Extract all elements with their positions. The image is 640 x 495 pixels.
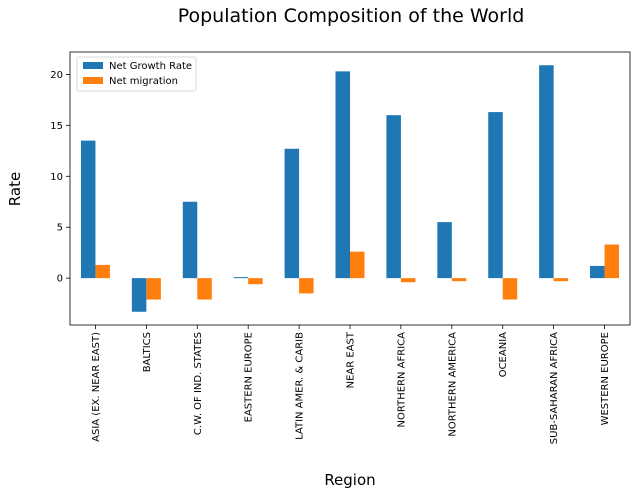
x-tick-label: LATIN AMER. & CARIB [295, 332, 306, 440]
y-axis-label: Rate [6, 172, 24, 206]
x-tick-label: ASIA (EX. NEAR EAST) [91, 332, 102, 442]
x-axis-label: Region [324, 471, 375, 489]
x-tick-label: NORTHERN AMERICA [447, 332, 458, 437]
bar-net-growth-rate-6 [386, 115, 401, 279]
bar-net-growth-rate-5 [335, 71, 350, 279]
bar-net-growth-rate-1 [131, 278, 147, 312]
bar-net-migration-0 [95, 264, 110, 279]
x-tick-label: C.W. OF IND. STATES [193, 332, 204, 435]
legend-swatch [83, 77, 103, 84]
bar-net-growth-rate-9 [539, 65, 554, 279]
bar-net-migration-10 [604, 244, 620, 279]
y-tick-label: 5 [57, 223, 63, 234]
legend-label: Net Growth Rate [109, 61, 192, 72]
bar-net-migration-9 [553, 278, 569, 282]
bar-net-migration-8 [502, 278, 518, 300]
x-tick-label: SUB-SAHARAN AFRICA [549, 332, 560, 444]
y-tick-label: 10 [50, 172, 63, 183]
bar-net-migration-1 [146, 278, 161, 300]
legend: Net Growth Rate Net migration [76, 56, 197, 92]
bar-net-growth-rate-0 [80, 140, 96, 279]
bar-net-growth-rate-4 [284, 148, 300, 279]
y-tick-label: 15 [50, 121, 63, 132]
plot-area: ASIA (EX. NEAR EAST) BALTICS C.W. OF IND. … [50, 51, 631, 444]
legend-label: Net migration [109, 76, 178, 87]
bar-net-growth-rate-7 [437, 222, 452, 279]
bar-net-migration-2 [197, 278, 212, 300]
bar-net-migration-6 [400, 278, 416, 283]
axes-frame [69, 51, 631, 326]
bar-net-migration-7 [451, 278, 467, 282]
bar-net-growth-rate-3 [233, 277, 249, 279]
bar-net-growth-rate-10 [590, 265, 605, 279]
bar-net-migration-4 [299, 278, 314, 294]
x-tick-label: BALTICS [142, 332, 153, 372]
x-tick-label: NORTHERN AFRICA [396, 332, 407, 428]
x-tick-label: NEAR EAST [346, 331, 357, 388]
bar-net-migration-5 [350, 251, 365, 279]
bar-net-growth-rate-2 [182, 201, 198, 279]
x-tick-label: EASTERN EUROPE [244, 332, 255, 422]
x-tick-label: OCEANIA [498, 332, 509, 377]
bar-net-migration-3 [248, 278, 263, 285]
bar-net-growth-rate-8 [488, 112, 503, 279]
legend-swatch [83, 62, 103, 69]
y-tick-label: 0 [57, 274, 63, 285]
y-tick-label: 20 [50, 70, 63, 81]
legend-box [76, 56, 197, 92]
chart-title: Population Composition of the World [178, 5, 525, 27]
x-tick-label: WESTERN EUROPE [600, 332, 611, 425]
